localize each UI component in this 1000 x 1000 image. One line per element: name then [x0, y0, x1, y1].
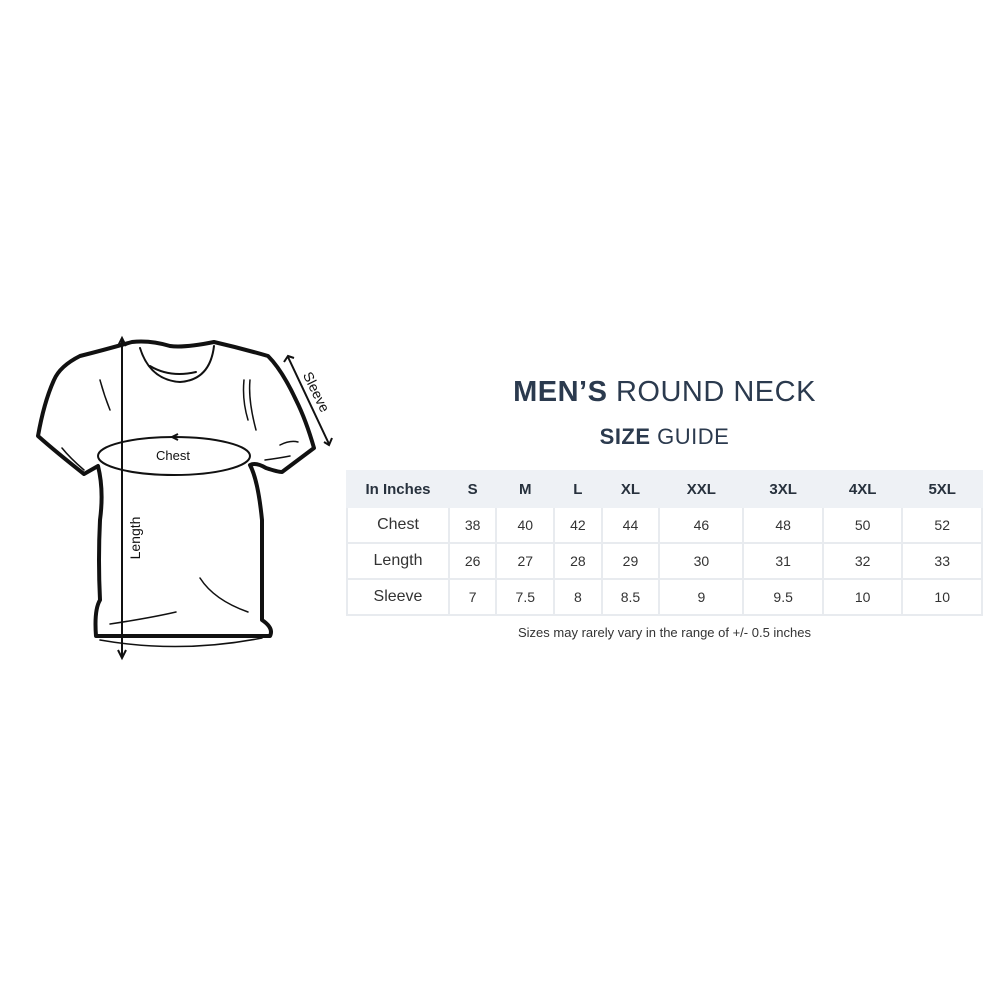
table-cell: 52 [901, 506, 983, 544]
size-table: In Inches S M L XL XXL 3XL 4XL 5XL Chest… [346, 470, 983, 616]
page-title: MEN’S ROUND NECK [346, 376, 983, 409]
table-cell: 44 [600, 506, 661, 544]
chest-label: Chest [156, 448, 190, 463]
table-cell: 10 [821, 578, 904, 616]
table-cell: 50 [821, 506, 904, 544]
page-subtitle: SIZE GUIDE [346, 424, 983, 450]
sleeve-arrow [287, 356, 330, 445]
length-label: Length [127, 517, 143, 560]
header-cell: In Inches [346, 470, 450, 508]
table-cell: 31 [742, 542, 824, 580]
header-cell: XXL [658, 470, 745, 508]
table-cell: 7 [447, 578, 498, 616]
table-cell: 48 [742, 506, 824, 544]
header-cell: S [447, 470, 498, 508]
table-cell: 38 [447, 506, 498, 544]
row-label: Length [346, 542, 450, 580]
subtitle-light: GUIDE [657, 424, 730, 449]
table-cell: 32 [821, 542, 904, 580]
table-cell: 40 [495, 506, 556, 544]
table-cell: 8.5 [600, 578, 661, 616]
table-cell: 46 [658, 506, 745, 544]
title-light: ROUND NECK [615, 376, 816, 408]
header-cell: 5XL [901, 470, 983, 508]
table-cell: 8 [553, 578, 603, 616]
row-label: Sleeve [346, 578, 450, 616]
table-row: Sleeve 7 7.5 8 8.5 9 9.5 10 10 [346, 578, 983, 616]
title-bold: MEN’S [513, 376, 608, 408]
table-cell: 9.5 [742, 578, 824, 616]
table-cell: 29 [600, 542, 661, 580]
table-header-row: In Inches S M L XL XXL 3XL 4XL 5XL [346, 470, 983, 508]
table-cell: 7.5 [495, 578, 556, 616]
table-cell: 26 [447, 542, 498, 580]
header-cell: L [553, 470, 603, 508]
table-cell: 28 [553, 542, 603, 580]
subtitle-bold: SIZE [599, 424, 651, 449]
tshirt-outline [36, 339, 316, 638]
header-cell: XL [600, 470, 661, 508]
table-cell: 30 [658, 542, 745, 580]
table-cell: 9 [658, 578, 745, 616]
row-label: Chest [346, 506, 450, 544]
tshirt-diagram: Chest Length Sleeve [36, 335, 333, 661]
table-row: Chest 38 40 42 44 46 48 50 52 [346, 506, 983, 544]
table-cell: 33 [901, 542, 983, 580]
table-cell: 27 [495, 542, 556, 580]
header-cell: M [495, 470, 556, 508]
size-note: Sizes may rarely vary in the range of +/… [518, 625, 811, 640]
header-cell: 3XL [742, 470, 824, 508]
header-cell: 4XL [821, 470, 904, 508]
table-cell: 42 [553, 506, 603, 544]
table-cell: 10 [901, 578, 983, 616]
table-row: Length 26 27 28 29 30 31 32 33 [346, 542, 983, 580]
